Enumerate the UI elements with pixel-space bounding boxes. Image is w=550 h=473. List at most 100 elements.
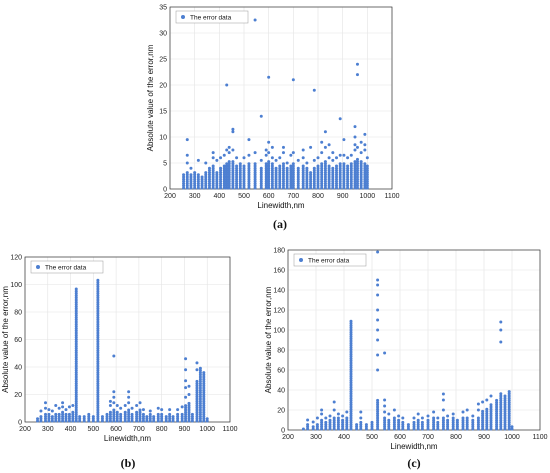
data-point (320, 164, 324, 168)
data-point (363, 177, 367, 181)
data-point (156, 415, 160, 419)
data-point (349, 346, 353, 350)
data-point (215, 175, 219, 179)
data-point (189, 179, 193, 183)
data-point (320, 162, 324, 166)
data-point (215, 186, 219, 190)
data-point (47, 415, 51, 419)
data-point (47, 412, 51, 416)
data-point (198, 417, 202, 421)
data-point (301, 164, 305, 168)
data-point (74, 320, 78, 324)
data-point (376, 283, 380, 287)
data-point (353, 168, 357, 172)
data-point (264, 182, 268, 186)
data-point (309, 179, 313, 183)
data-point (198, 408, 202, 412)
data-point (499, 412, 503, 416)
data-point (342, 175, 346, 179)
data-point (202, 410, 206, 414)
data-point (345, 416, 349, 420)
data-point (130, 417, 134, 421)
data-point (481, 414, 485, 418)
data-point (349, 372, 353, 376)
data-point (61, 401, 65, 405)
data-point (401, 425, 405, 429)
data-point (198, 401, 202, 405)
data-point (291, 173, 295, 177)
data-point (507, 420, 511, 424)
data-point (383, 425, 387, 429)
data-point (503, 416, 507, 420)
data-point (74, 419, 78, 423)
data-point (327, 184, 331, 188)
data-point (96, 410, 100, 414)
data-point (363, 148, 367, 152)
data-point (376, 414, 380, 418)
data-point (231, 184, 235, 188)
data-point (202, 371, 206, 375)
data-point (336, 423, 340, 427)
chart-b-panel-label: (b) (121, 456, 136, 470)
chart-c-xtick-label: 1000 (504, 434, 520, 441)
data-point (359, 177, 363, 181)
data-point (281, 164, 285, 168)
data-point (96, 335, 100, 339)
data-point (499, 416, 503, 420)
chart-c-ytick-label: 140 (273, 288, 285, 295)
data-point (507, 405, 511, 409)
data-point (184, 395, 188, 399)
data-point (323, 177, 327, 181)
data-point (225, 162, 229, 166)
chart-b-ytick-label: 40 (14, 365, 22, 372)
data-point (259, 177, 263, 181)
data-point (50, 409, 54, 413)
data-point (507, 403, 511, 407)
data-point (471, 414, 475, 418)
data-point (198, 412, 202, 416)
data-point (328, 425, 332, 429)
data-point (392, 427, 396, 431)
data-point (148, 409, 152, 413)
data-point (370, 420, 374, 424)
data-point (342, 138, 346, 142)
data-point (305, 179, 309, 183)
data-point (47, 417, 51, 421)
data-point (296, 173, 300, 177)
data-point (499, 407, 503, 411)
data-point (96, 309, 100, 313)
data-point (296, 171, 300, 175)
data-point (392, 420, 396, 424)
data-point (346, 186, 350, 190)
data-point (74, 410, 78, 414)
data-point (412, 427, 416, 431)
data-point (349, 162, 353, 166)
data-point (359, 416, 363, 420)
data-point (231, 177, 235, 181)
data-point (499, 418, 503, 422)
data-point (363, 143, 367, 147)
data-point (185, 182, 189, 186)
data-point (446, 420, 450, 424)
chart-c-xtick-label: 500 (366, 434, 378, 441)
data-point (227, 175, 231, 179)
data-point (227, 164, 231, 168)
data-point (327, 179, 331, 183)
data-point (312, 171, 316, 175)
data-point (355, 182, 359, 186)
data-point (301, 182, 305, 186)
data-point (336, 416, 340, 420)
data-point (355, 184, 359, 188)
data-point (416, 412, 420, 416)
data-point (338, 179, 342, 183)
data-point (267, 184, 271, 188)
data-point (349, 182, 353, 186)
data-point (219, 186, 223, 190)
data-point (198, 397, 202, 401)
data-point (108, 417, 112, 421)
data-point (195, 419, 199, 423)
data-point (247, 182, 251, 186)
data-point (187, 408, 191, 412)
data-point (289, 184, 293, 188)
data-point (190, 417, 194, 421)
